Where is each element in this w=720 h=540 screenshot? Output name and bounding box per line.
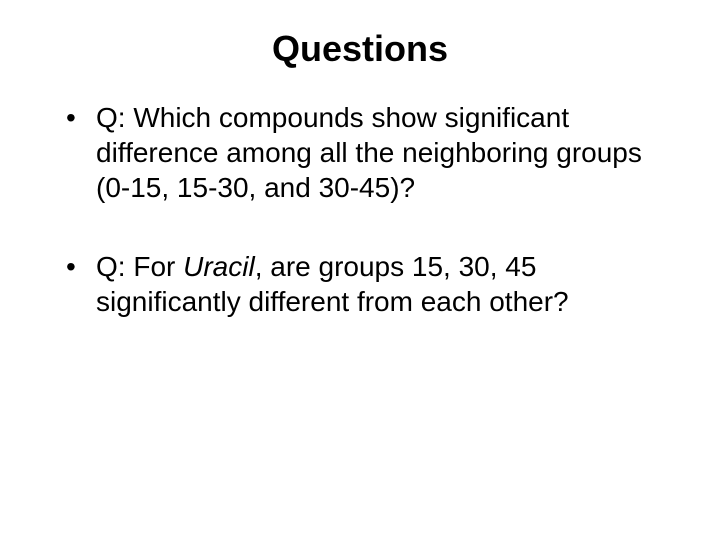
bullet-item: Q: Which compounds show significant diff… bbox=[60, 100, 660, 205]
bullet-text-italic: Uracil bbox=[183, 251, 255, 282]
slide-title: Questions bbox=[60, 28, 660, 70]
bullet-list: Q: Which compounds show significant diff… bbox=[60, 100, 660, 319]
bullet-text-prefix: Q: For bbox=[96, 251, 183, 282]
slide: Questions Q: Which compounds show signif… bbox=[0, 0, 720, 540]
bullet-text: Q: Which compounds show significant diff… bbox=[96, 102, 642, 203]
bullet-item: Q: For Uracil, are groups 15, 30, 45 sig… bbox=[60, 249, 660, 319]
